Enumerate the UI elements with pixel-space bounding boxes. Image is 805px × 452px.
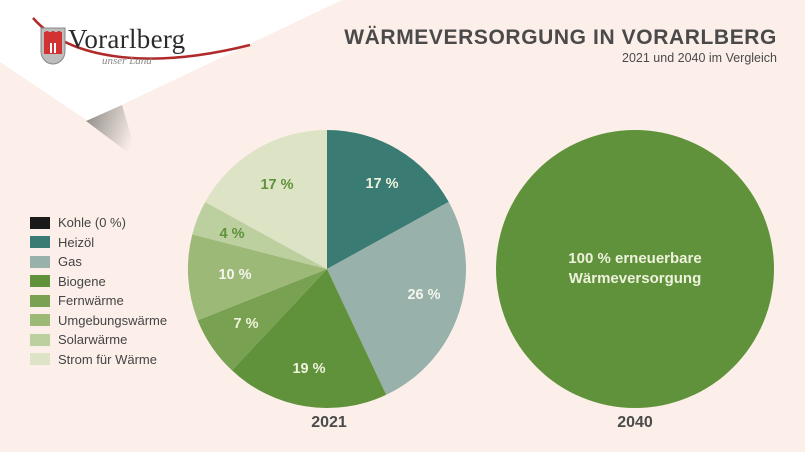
logo-tagline: unser Land — [102, 55, 152, 67]
legend-swatch — [30, 353, 50, 366]
pie-label-solarwaerme: 4 % — [219, 226, 245, 242]
legend-label: Kohle (0 %) — [58, 215, 126, 231]
chart-legend: Kohle (0 %) Heizöl Gas Biogene Fernwärme… — [30, 213, 167, 369]
legend-label: Umgebungswärme — [58, 312, 168, 328]
legend-label: Fernwärme — [58, 293, 124, 309]
legend-item-kohle: Kohle (0 %) — [30, 213, 167, 233]
slice-biogene — [231, 269, 387, 408]
annotation-line-2: Wärmeversorgung — [568, 270, 702, 287]
pie-label-biogene: 19 % — [292, 361, 326, 377]
legend-label: Biogene — [58, 273, 106, 289]
year-label-2040: 2040 — [617, 414, 653, 431]
slice-fernwaerme — [197, 269, 327, 371]
legend-swatch — [30, 294, 50, 307]
pie-label-umgebungswaerme: 10 % — [218, 267, 252, 283]
slice-solarwaerme — [192, 202, 327, 269]
slice-heizoel — [327, 130, 449, 269]
legend-item-strom: Strom für Wärme — [30, 350, 167, 370]
slice-umgebungswaerme — [187, 234, 327, 321]
annotation-line-1: 100 % erneuerbare — [568, 250, 702, 267]
legend-swatch — [30, 333, 50, 346]
legend-label: Gas — [58, 254, 82, 270]
pie-label-heizoel: 17 % — [365, 176, 399, 192]
legend-swatch — [30, 314, 50, 327]
legend-item-solarwaerme: Solarwärme — [30, 330, 167, 350]
legend-label: Strom für Wärme — [58, 351, 157, 367]
legend-item-biogene: Biogene — [30, 272, 167, 292]
pie-label-strom: 17 % — [260, 177, 294, 193]
legend-item-gas: Gas — [30, 252, 167, 272]
legend-swatch — [30, 275, 50, 288]
pie-label-gas: 26 % — [407, 287, 441, 303]
legend-swatch — [30, 236, 50, 249]
legend-label: Solarwärme — [58, 332, 128, 348]
page-subtitle: 2021 und 2040 im Vergleich — [622, 51, 777, 65]
slice-gas — [327, 201, 466, 395]
pie-chart-2040 — [496, 130, 774, 408]
year-label-2021: 2021 — [311, 414, 347, 431]
page-title: WÄRMEVERSORGUNG IN VORARLBERG — [344, 26, 777, 49]
legend-swatch — [30, 255, 50, 268]
coat-of-arms-icon — [40, 27, 66, 65]
pie-2040-annotation: 100 % erneuerbare Wärmeversorgung — [568, 249, 701, 289]
legend-label: Heizöl — [58, 234, 95, 250]
legend-item-heizoel: Heizöl — [30, 233, 167, 253]
pie-label-fernwaerme: 7 % — [233, 316, 259, 332]
legend-item-fernwaerme: Fernwärme — [30, 291, 167, 311]
slice-strom — [205, 129, 327, 269]
logo-text: Vorarlberg — [68, 24, 186, 54]
legend-swatch — [30, 216, 50, 229]
legend-item-umgebungswaerme: Umgebungswärme — [30, 311, 167, 331]
